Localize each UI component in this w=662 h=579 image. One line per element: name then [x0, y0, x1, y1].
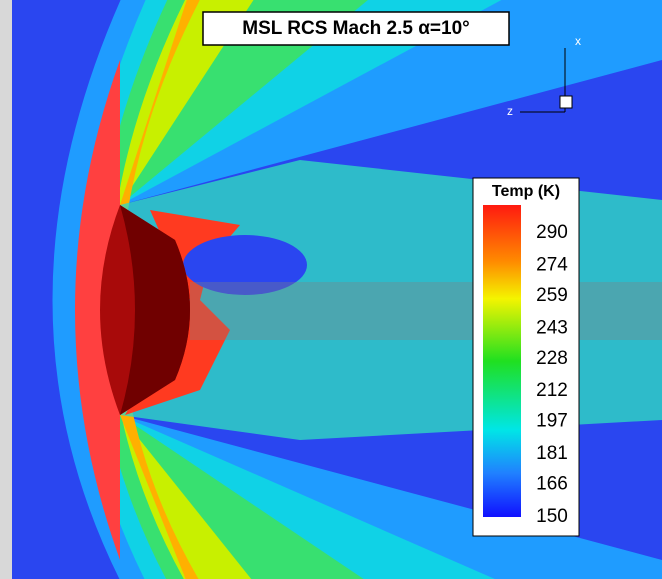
legend-tick-label: 212: [536, 380, 568, 401]
title: MSL RCS Mach 2.5 α=10°: [242, 18, 469, 39]
left-strip: [0, 0, 12, 579]
legend-tick-label: 228: [536, 348, 568, 369]
legend-tick-label: 274: [536, 254, 568, 275]
sting: [190, 282, 662, 340]
axis-label: x: [575, 34, 581, 48]
legend-title: Temp (K): [492, 183, 560, 200]
legend-tick-label: 197: [536, 411, 568, 432]
axis-label: z: [507, 104, 513, 118]
axis-marker: [559, 95, 573, 109]
colorbar-ticks: 290 274 259 243 228 212 197 181 166 150: [536, 222, 568, 527]
legend-tick-label: 150: [536, 506, 568, 527]
recirculation: [183, 235, 307, 295]
shock-band: [95, 0, 368, 579]
legend-tick-label: 166: [536, 474, 568, 495]
legend-tick-label: 243: [536, 317, 568, 338]
legend-tick-label: 259: [536, 285, 568, 306]
hot-layer: [75, 60, 120, 560]
shock-band: [120, 0, 200, 579]
legend-tick-label: 290: [536, 222, 568, 243]
colorbar: [483, 205, 521, 517]
shock-band: [109, 0, 254, 579]
capsule-shade: [120, 205, 190, 415]
title-box: [202, 11, 510, 46]
wake-hot: [125, 210, 240, 415]
legend-tick-label: 181: [536, 443, 568, 464]
